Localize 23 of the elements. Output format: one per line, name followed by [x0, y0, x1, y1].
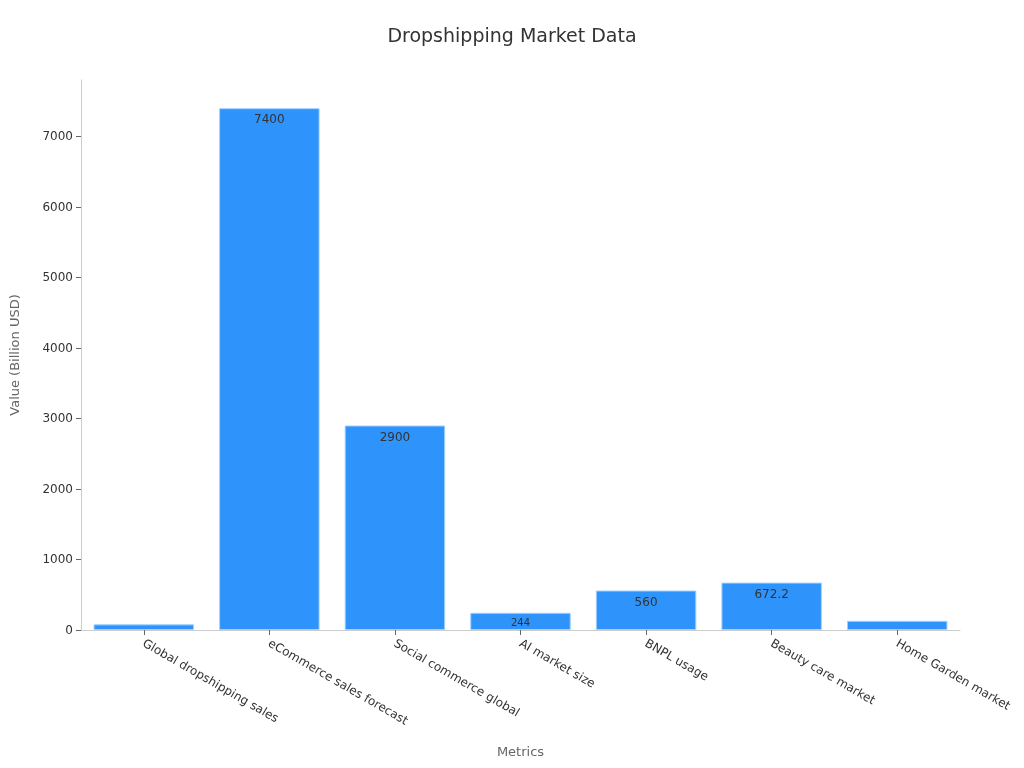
data-label: 244 — [510, 617, 531, 629]
chart-title: Dropshipping Market Data — [387, 23, 637, 46]
data-label: 7400 — [254, 112, 285, 127]
y-axis-title: Value (Billion USD) — [7, 294, 22, 416]
data-label: 560 — [634, 594, 658, 609]
y-tick-label: 2000 — [42, 481, 73, 496]
y-tick-label: 7000 — [42, 129, 73, 144]
bar — [470, 612, 571, 630]
bar — [846, 620, 948, 630]
data-label: 2900 — [379, 429, 411, 444]
y-tick-label: 6000 — [42, 199, 73, 214]
x-axis-title: Metrics — [496, 744, 545, 759]
y-tick-label: 5000 — [42, 270, 73, 285]
bar — [595, 590, 697, 630]
bar — [93, 624, 195, 630]
data-label: 672.2 — [754, 586, 789, 601]
bar — [219, 108, 320, 630]
y-tick-label: 3000 — [42, 411, 73, 426]
y-tick-label: 4000 — [42, 340, 73, 355]
y-tick-label: 0 — [65, 623, 73, 637]
bar — [344, 425, 446, 630]
y-tick-label: 1000 — [42, 552, 73, 567]
bar — [721, 582, 822, 630]
